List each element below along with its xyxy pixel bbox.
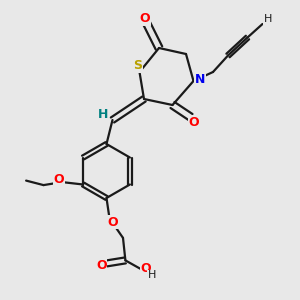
- Text: H: H: [98, 108, 108, 121]
- Text: O: O: [139, 12, 150, 25]
- Text: H: H: [264, 14, 272, 25]
- Text: H: H: [148, 270, 156, 280]
- Text: O: O: [140, 262, 151, 275]
- Text: O: O: [54, 172, 64, 186]
- Text: O: O: [189, 116, 200, 129]
- Text: N: N: [195, 73, 205, 86]
- Text: S: S: [134, 59, 142, 72]
- Text: O: O: [96, 259, 107, 272]
- Text: O: O: [107, 215, 118, 229]
